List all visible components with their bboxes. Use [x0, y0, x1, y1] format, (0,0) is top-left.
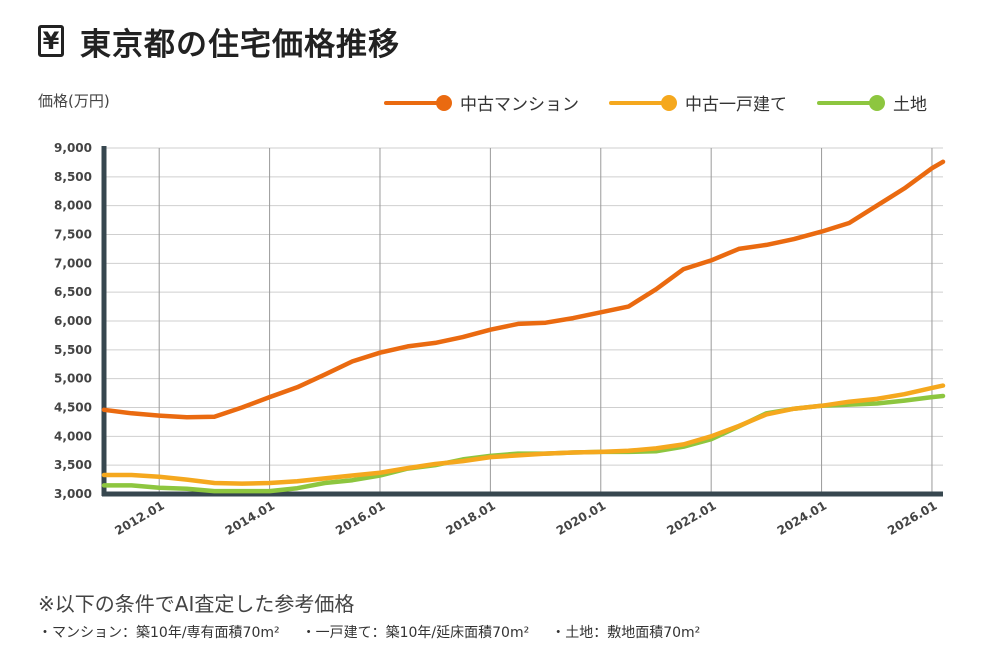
- legend-swatch: [817, 93, 885, 113]
- legend-label: 土地: [893, 95, 927, 115]
- legend-dot: [436, 94, 452, 111]
- condition-house: ・一戸建て：築10年/延床面積70m²: [301, 625, 530, 641]
- line-chart: 3,000 3,500 4,000 4,500 5,000 5,500 6,000 6,500…: [54, 141, 946, 538]
- y-tick-label: 6,500: [54, 285, 92, 299]
- series-line-0: [101, 159, 946, 420]
- x-tick-label: 2018.01: [444, 498, 498, 537]
- conditions-list: ・マンション：築10年/専有面積70m² ・一戸建て：築10年/延床面積70m²…: [38, 622, 722, 642]
- x-tick-label: 2012.01: [112, 498, 166, 537]
- y-tick-label: 3,000: [54, 487, 92, 501]
- y-tick-label: 9,000: [54, 141, 92, 155]
- legend-dot: [661, 94, 677, 111]
- y-tick-label: 5,000: [54, 372, 92, 386]
- legend-item-house: 中古一戸建て: [609, 90, 787, 115]
- x-tick-label: 2026.01: [885, 498, 939, 537]
- x-tick-label: 2022.01: [664, 498, 718, 537]
- x-tick-label: 2014.01: [223, 498, 277, 537]
- legend-item-land: 土地: [817, 90, 927, 115]
- condition-land: ・土地：敷地面積70m²: [551, 625, 701, 641]
- series-line-1: [101, 383, 946, 486]
- chart-legend: 中古マンション 中古一戸建て 土地: [384, 90, 927, 115]
- chart-title: 東京都の住宅価格推移: [80, 26, 400, 63]
- x-tick-label: 2020.01: [554, 498, 608, 537]
- legend-line: [384, 100, 444, 105]
- legend-swatch: [609, 93, 677, 113]
- legend-dot: [869, 94, 885, 111]
- x-tick-label: 2024.01: [775, 498, 829, 537]
- y-tick-label: 7,000: [54, 256, 92, 270]
- legend-item-mansion: 中古マンション: [384, 90, 579, 115]
- y-tick-label: 4,500: [54, 401, 92, 415]
- yen-icon: ¥: [38, 25, 64, 57]
- legend-line: [817, 100, 877, 105]
- y-tick-label: 3,500: [54, 458, 92, 472]
- legend-swatch: [384, 93, 452, 113]
- legend-line: [609, 100, 669, 105]
- y-tick-label: 8,000: [54, 199, 92, 213]
- x-tick-label: 2016.01: [333, 498, 387, 537]
- chart-header: ¥ 東京都の住宅価格推移: [38, 18, 400, 64]
- legend-label: 中古一戸建て: [685, 95, 787, 115]
- y-tick-label: 4,000: [54, 429, 92, 443]
- y-tick-label: 8,500: [54, 170, 92, 184]
- y-tick-label: 5,500: [54, 343, 92, 357]
- footnote: ※以下の条件でAI査定した参考価格: [38, 592, 355, 616]
- y-tick-label: 7,500: [54, 228, 92, 242]
- y-axis-label: 価格(万円): [38, 92, 110, 110]
- y-tick-label: 6,000: [54, 314, 92, 328]
- legend-label: 中古マンション: [460, 95, 579, 115]
- condition-mansion: ・マンション：築10年/専有面積70m²: [38, 625, 280, 641]
